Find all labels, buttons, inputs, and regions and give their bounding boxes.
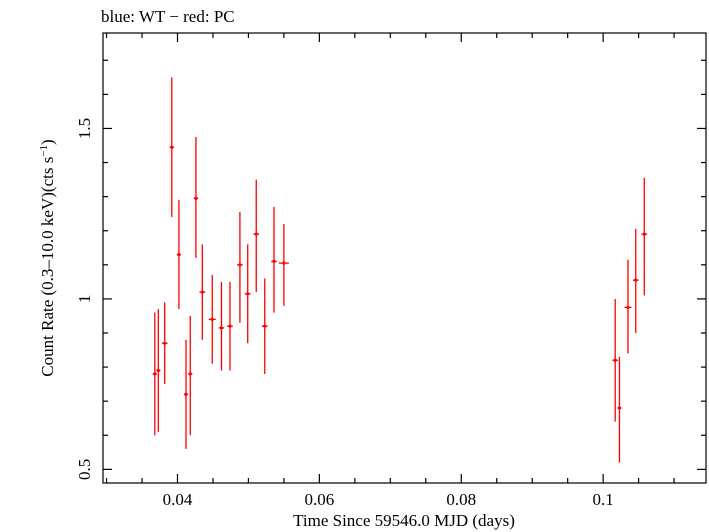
point-marker <box>188 372 192 376</box>
data-point <box>261 278 268 374</box>
data-point <box>199 244 206 340</box>
x-tick-label: 0.06 <box>304 490 334 509</box>
point-marker <box>626 305 630 310</box>
data-point <box>169 77 174 218</box>
data-point <box>176 200 182 310</box>
data-point <box>152 312 157 436</box>
point-marker <box>153 372 157 376</box>
plot-frame <box>102 32 707 484</box>
x-tick-label: 0.08 <box>446 490 476 509</box>
point-marker <box>156 368 160 373</box>
point-marker <box>194 196 198 200</box>
point-marker <box>634 278 638 282</box>
point-marker <box>617 406 622 410</box>
point-marker <box>613 358 617 362</box>
data-point <box>188 315 193 436</box>
point-marker <box>219 326 224 330</box>
data-point <box>156 309 161 432</box>
data-point <box>193 136 199 258</box>
point-marker <box>228 324 232 328</box>
axis-tick-labels: 0.04 0.06 0.08 0.1 0.5 1 1.5 <box>75 118 614 509</box>
data-point <box>617 356 622 463</box>
data-point <box>237 211 243 323</box>
y-tick-label: 1 <box>75 295 94 304</box>
point-marker <box>272 259 276 264</box>
data-point <box>632 229 639 333</box>
data-point <box>161 302 168 385</box>
chart-title: blue: WT − red: PC <box>101 7 235 26</box>
data-point <box>218 281 225 371</box>
x-axis-label: Time Since 59546.0 MJD (days) <box>293 511 515 530</box>
data-point <box>612 298 619 422</box>
y-tick-label: 1.5 <box>75 118 94 139</box>
y-axis-label-main: Count Rate (0.3–10.0 keV)(cts s <box>38 157 57 377</box>
data-point <box>227 281 233 371</box>
y-tick-label: 0.5 <box>75 459 94 480</box>
point-marker <box>238 263 242 267</box>
y-axis-label-exponent: −1 <box>38 145 50 157</box>
point-marker <box>200 290 204 294</box>
point-marker <box>642 232 646 236</box>
point-marker <box>170 145 174 149</box>
axis-ticks <box>103 33 706 483</box>
data-point <box>271 206 277 313</box>
point-marker <box>163 341 167 345</box>
x-tick-label: 0.04 <box>163 490 193 509</box>
point-marker <box>184 392 188 396</box>
data-point <box>253 179 260 293</box>
data-point <box>278 223 289 306</box>
data-point <box>624 259 632 354</box>
y-axis-label-suffix: ) <box>38 139 57 145</box>
point-marker <box>282 261 286 265</box>
point-marker <box>246 292 250 296</box>
data-points <box>152 77 648 463</box>
y-axis-label: Count Rate (0.3–10.0 keV)(cts s−1) <box>38 139 57 376</box>
data-point <box>244 244 251 344</box>
data-point <box>208 275 216 364</box>
data-point <box>183 339 189 449</box>
point-marker <box>263 324 267 328</box>
data-point <box>641 177 648 296</box>
point-marker <box>210 317 214 321</box>
point-marker <box>254 232 258 236</box>
x-tick-label: 0.1 <box>593 490 614 509</box>
point-marker <box>177 252 181 257</box>
